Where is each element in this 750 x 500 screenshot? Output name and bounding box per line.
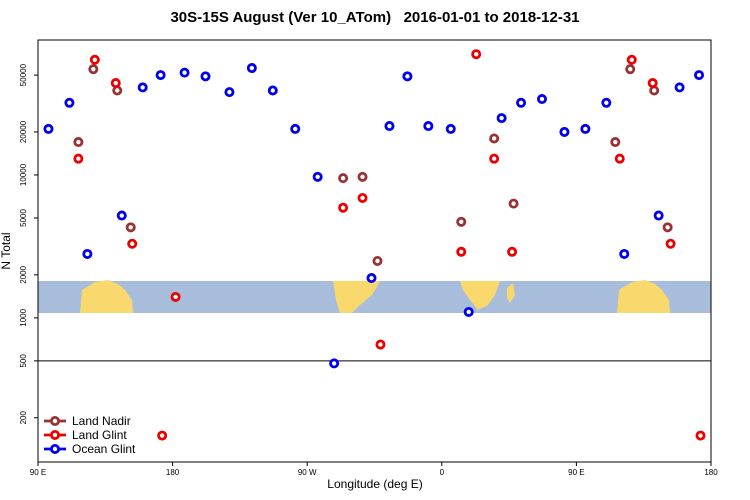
point — [82, 248, 93, 259]
point — [179, 67, 190, 78]
point — [695, 430, 706, 441]
point — [649, 85, 660, 96]
point — [43, 123, 54, 134]
point — [619, 248, 630, 259]
point — [384, 121, 395, 132]
point — [73, 153, 84, 164]
point — [170, 291, 181, 302]
y-axis-label: N Total — [0, 232, 13, 269]
legend-marker — [50, 429, 61, 440]
point — [125, 222, 136, 233]
point — [372, 255, 383, 266]
point — [73, 137, 84, 148]
point — [312, 171, 323, 182]
point — [496, 113, 507, 124]
map-band — [38, 280, 711, 313]
legend-marker — [50, 415, 61, 426]
point — [601, 97, 612, 108]
point — [200, 71, 211, 82]
point — [246, 63, 257, 74]
point — [507, 246, 518, 257]
point — [155, 70, 166, 81]
point — [338, 202, 349, 213]
point — [157, 430, 168, 441]
point — [489, 153, 500, 164]
point — [456, 246, 467, 257]
point — [445, 123, 456, 134]
point — [357, 171, 368, 182]
point — [338, 173, 349, 184]
point — [64, 97, 75, 108]
point — [665, 238, 676, 249]
point — [89, 54, 100, 65]
point — [88, 64, 99, 75]
point — [423, 121, 434, 132]
x-tick-label: 180 — [166, 468, 180, 477]
y-tick-label: 20000 — [19, 120, 28, 143]
legend-label: Land Glint — [72, 428, 127, 442]
point — [463, 306, 474, 317]
point — [137, 82, 148, 93]
y-tick-label: 10000 — [19, 163, 28, 186]
x-tick-label: 90 W — [298, 468, 317, 477]
point — [366, 273, 377, 284]
point — [625, 64, 636, 75]
x-tick-label: 180 — [704, 468, 718, 477]
point — [290, 123, 301, 134]
point — [614, 153, 625, 164]
point — [694, 70, 705, 81]
legend-label: Land Nadir — [72, 414, 131, 428]
point — [653, 210, 664, 221]
point — [329, 358, 340, 369]
x-axis-label: Longitude (deg E) — [327, 477, 422, 491]
point — [112, 85, 123, 96]
point — [516, 97, 527, 108]
point — [508, 198, 519, 209]
point — [127, 238, 138, 249]
x-tick-label: 0 — [440, 468, 445, 477]
point — [647, 78, 658, 89]
y-tick-label: 2000 — [19, 265, 28, 283]
point — [674, 82, 685, 93]
point — [116, 210, 127, 221]
point — [357, 192, 368, 203]
legend-marker — [50, 443, 61, 454]
y-tick-label: 50000 — [19, 63, 28, 86]
point — [224, 87, 235, 98]
point — [580, 123, 591, 134]
y-tick-label: 500 — [19, 354, 28, 368]
point — [456, 216, 467, 227]
point — [375, 339, 386, 350]
y-tick-label: 200 — [19, 411, 28, 425]
point — [402, 71, 413, 82]
point — [267, 85, 278, 96]
point — [662, 222, 673, 233]
chart-title: 30S-15S August (Ver 10_ATom) 2016-01-01 … — [170, 9, 579, 26]
point — [471, 49, 482, 60]
x-tick-label: 90 E — [568, 468, 584, 477]
point — [110, 78, 121, 89]
point — [559, 126, 570, 137]
plot-frame — [37, 39, 712, 463]
y-tick-label: 1000 — [19, 308, 28, 326]
point — [537, 94, 548, 105]
x-tick-label: 90 E — [30, 468, 46, 477]
legend-label: Ocean Glint — [72, 442, 136, 456]
point — [626, 54, 637, 65]
point — [610, 137, 621, 148]
point — [489, 133, 500, 144]
y-tick-label: 5000 — [19, 209, 28, 227]
